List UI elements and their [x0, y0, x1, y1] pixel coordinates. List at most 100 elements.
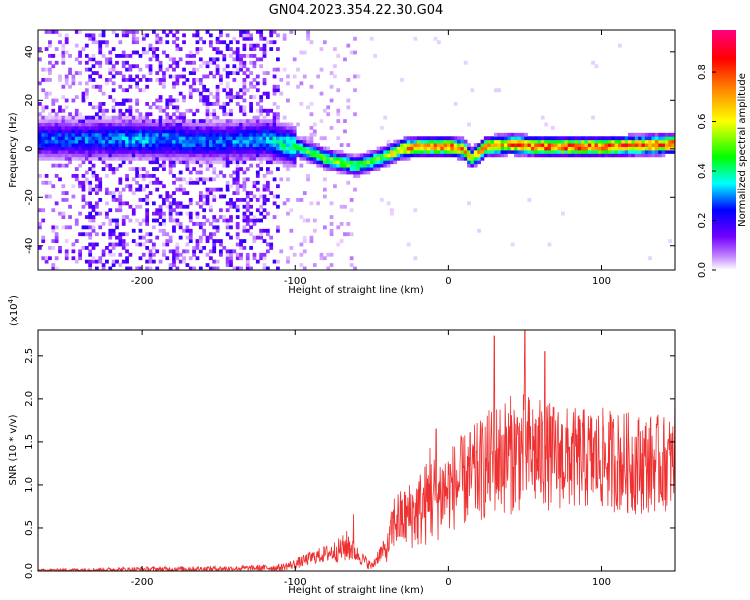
- heatmap-cell: [497, 88, 502, 93]
- heatmap-cell: [118, 163, 123, 168]
- heatmap-cell: [571, 150, 575, 154]
- heatmap-cell: [235, 225, 240, 230]
- heatmap-cell: [286, 160, 290, 165]
- heatmap-cell: [58, 163, 62, 168]
- heatmap-cell: [105, 246, 109, 250]
- heatmap-cell: [178, 150, 183, 154]
- heatmap-cell: [192, 252, 196, 257]
- heatmap-cell: [222, 156, 227, 161]
- heatmap-cell: [84, 119, 89, 123]
- heatmap-cell: [390, 208, 394, 213]
- heatmap-cell: [272, 153, 277, 158]
- heatmap-cell: [574, 146, 579, 151]
- heatmap-cell: [48, 139, 52, 144]
- heatmap-cell: [527, 139, 532, 144]
- heatmap-cell: [309, 156, 314, 161]
- heatmap-cell: [198, 160, 203, 165]
- heatmap-cell: [249, 108, 253, 113]
- heatmap-cell: [215, 143, 220, 147]
- heatmap-cell: [262, 119, 267, 123]
- heatmap-cell: [232, 132, 237, 137]
- heatmap-cell: [504, 146, 508, 151]
- heatmap-cell: [239, 67, 243, 72]
- heatmap-cell: [138, 187, 143, 192]
- heatmap-cell: [259, 98, 264, 103]
- heatmap-cell: [219, 208, 223, 213]
- heatmap-cell: [202, 95, 207, 99]
- heatmap-cell: [225, 263, 230, 267]
- heatmap-cell: [148, 259, 153, 264]
- heatmap-cell: [393, 156, 398, 161]
- heatmap-cell: [84, 201, 89, 206]
- heatmap-cell: [584, 153, 589, 158]
- heatmap-cell: [440, 139, 445, 144]
- heatmap-cell: [306, 177, 310, 182]
- heatmap-cell: [58, 122, 62, 127]
- heatmap-cell: [413, 208, 418, 213]
- heatmap-cell: [376, 146, 381, 151]
- heatmap-cell: [155, 126, 160, 130]
- heatmap-cell: [450, 153, 455, 158]
- heatmap-cell: [118, 126, 123, 130]
- heatmap-cell: [94, 177, 99, 182]
- heatmap-cell: [339, 222, 344, 226]
- heatmap-cell: [125, 129, 129, 134]
- heatmap-cell: [289, 136, 294, 141]
- heatmap-cell: [165, 242, 170, 247]
- heatmap-cell: [473, 143, 478, 147]
- heatmap-cell: [131, 129, 136, 134]
- heatmap-cell: [453, 139, 458, 144]
- heatmap-cell: [188, 218, 193, 223]
- heatmap-cell: [141, 167, 146, 171]
- heatmap-cell: [245, 30, 250, 34]
- heatmap-cell: [339, 204, 344, 209]
- heatmap-cell: [105, 78, 109, 82]
- heatmap-cell: [366, 153, 371, 158]
- heatmap-cell: [668, 132, 673, 137]
- heatmap-cell: [534, 143, 538, 147]
- heatmap-cell: [98, 132, 103, 137]
- x-tick-label: -100: [284, 276, 307, 287]
- heatmap-cell: [225, 187, 230, 192]
- heatmap-cell: [188, 60, 193, 65]
- heatmap-cell: [436, 146, 441, 151]
- heatmap-cell: [58, 132, 62, 137]
- heatmap-cell: [64, 132, 69, 137]
- heatmap-cell: [242, 126, 247, 130]
- heatmap-cell: [128, 132, 133, 137]
- heatmap-cell: [111, 156, 116, 161]
- heatmap-cell: [235, 153, 240, 158]
- heatmap-cell: [252, 136, 257, 141]
- heatmap-cell: [329, 71, 334, 75]
- heatmap-cell: [108, 143, 113, 147]
- heatmap-cell: [108, 153, 113, 158]
- heatmap-cell: [316, 156, 321, 161]
- heatmap-cell: [188, 108, 193, 113]
- heatmap-cell: [276, 259, 280, 264]
- heatmap-cell: [162, 215, 166, 219]
- heatmap-cell: [172, 228, 176, 233]
- heatmap-cell: [282, 150, 287, 154]
- heatmap-cell: [128, 187, 133, 192]
- heatmap-cell: [477, 146, 481, 151]
- heatmap-cell: [403, 146, 408, 151]
- heatmap-cell: [101, 119, 106, 123]
- heatmap-cell: [202, 228, 207, 233]
- heatmap-cell: [94, 187, 99, 192]
- heatmap-cell: [487, 139, 491, 144]
- heatmap-cell: [215, 239, 220, 243]
- heatmap-cell: [145, 132, 150, 137]
- heatmap-cell: [151, 54, 156, 58]
- heatmap-cell: [141, 50, 146, 55]
- heatmap-cell: [272, 139, 277, 144]
- heatmap-cell: [121, 153, 126, 158]
- heatmap-cell: [195, 122, 200, 127]
- heatmap-cell: [423, 139, 428, 144]
- heatmap-cell: [58, 146, 62, 151]
- heatmap-cell: [235, 91, 240, 96]
- heatmap-cell: [349, 256, 354, 261]
- heatmap-cell: [631, 146, 636, 151]
- heatmap-cell: [302, 153, 307, 158]
- heatmap-cell: [125, 177, 129, 182]
- heatmap-cell: [192, 88, 196, 93]
